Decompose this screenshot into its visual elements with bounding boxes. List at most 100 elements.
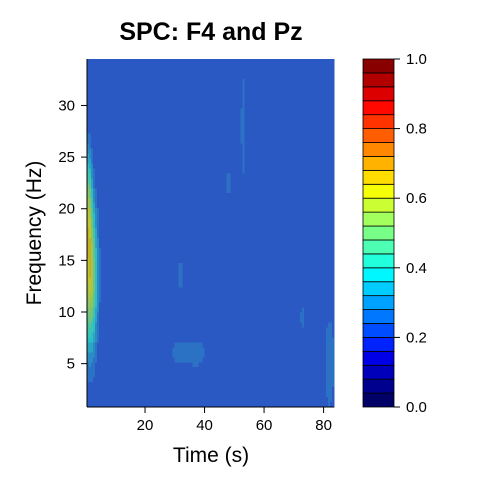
heatmap-cell bbox=[106, 168, 110, 174]
heatmap-cell bbox=[184, 188, 187, 194]
heatmap-cell bbox=[130, 148, 134, 154]
heatmap-cell bbox=[224, 83, 227, 90]
heatmap-cell bbox=[330, 183, 333, 189]
heatmap-cell bbox=[292, 88, 295, 95]
heatmap-cell bbox=[258, 143, 261, 149]
heatmap-cell bbox=[310, 138, 313, 144]
heatmap-cell bbox=[242, 213, 245, 219]
heatmap-cell bbox=[328, 103, 331, 110]
heatmap-cell bbox=[192, 208, 195, 214]
heatmap-cell bbox=[260, 98, 263, 105]
heatmap-cell bbox=[332, 158, 335, 164]
heatmap-cell bbox=[304, 128, 307, 134]
heatmap-cell bbox=[128, 218, 132, 224]
heatmap-cell bbox=[100, 173, 104, 179]
heatmap-cell bbox=[262, 59, 265, 65]
heatmap-cell bbox=[154, 98, 158, 105]
heatmap-cell bbox=[130, 88, 134, 95]
heatmap-cell bbox=[196, 208, 199, 214]
heatmap-cell bbox=[164, 83, 168, 90]
heatmap-cell bbox=[308, 193, 311, 199]
heatmap-cell bbox=[236, 133, 239, 139]
heatmap-cell bbox=[176, 133, 180, 139]
heatmap-cell bbox=[242, 223, 245, 229]
heatmap-cell bbox=[206, 63, 209, 70]
heatmap-cell bbox=[170, 178, 174, 184]
heatmap-cell bbox=[182, 148, 185, 154]
heatmap-cell bbox=[206, 228, 209, 234]
heatmap-cell bbox=[270, 178, 273, 184]
heatmap-cell bbox=[100, 108, 104, 115]
heatmap-cell bbox=[314, 133, 317, 139]
heatmap-cell bbox=[284, 108, 287, 115]
heatmap-cell bbox=[150, 133, 154, 139]
heatmap-cell bbox=[284, 208, 287, 214]
heatmap-cell bbox=[140, 148, 144, 154]
heatmap-cell bbox=[112, 252, 116, 259]
heatmap-cell bbox=[248, 242, 251, 249]
heatmap-cell bbox=[318, 133, 321, 139]
heatmap-cell bbox=[138, 218, 142, 224]
heatmap-cell bbox=[328, 73, 331, 80]
heatmap-cell bbox=[232, 208, 235, 214]
heatmap-cell bbox=[314, 228, 317, 234]
heatmap-cell bbox=[146, 78, 150, 85]
heatmap-cell bbox=[132, 113, 136, 120]
heatmap-cell bbox=[310, 148, 313, 154]
heatmap-cell bbox=[96, 78, 100, 85]
heatmap-cell bbox=[202, 183, 205, 189]
heatmap-cell bbox=[158, 188, 162, 194]
heatmap-cell bbox=[180, 178, 184, 184]
heatmap-cell bbox=[302, 168, 305, 174]
heatmap-cell bbox=[290, 108, 293, 115]
heatmap-cell bbox=[278, 203, 281, 209]
heatmap-cell bbox=[266, 98, 269, 105]
heatmap-cell bbox=[242, 148, 245, 154]
heatmap-cell bbox=[242, 188, 245, 194]
heatmap-cell bbox=[188, 213, 191, 219]
heatmap-cell bbox=[182, 198, 185, 204]
heatmap-cell bbox=[318, 228, 321, 234]
heatmap-cell bbox=[242, 63, 245, 70]
heatmap-cell bbox=[142, 63, 146, 70]
heatmap-cell bbox=[144, 133, 148, 139]
heatmap-cell bbox=[98, 68, 102, 75]
heatmap-cell bbox=[268, 218, 271, 224]
heatmap-cell bbox=[284, 173, 287, 179]
heatmap-cell bbox=[216, 73, 219, 80]
heatmap-cell bbox=[128, 68, 132, 75]
heatmap-cell bbox=[276, 208, 279, 214]
heatmap-cell bbox=[166, 198, 170, 204]
heatmap-cell bbox=[120, 133, 124, 139]
heatmap-cell bbox=[87, 252, 90, 259]
heatmap-cell bbox=[224, 118, 227, 125]
heatmap-cell bbox=[240, 173, 243, 179]
heatmap-cell bbox=[272, 148, 275, 154]
heatmap-cell bbox=[204, 113, 207, 120]
heatmap-cell bbox=[280, 178, 283, 184]
heatmap-cell bbox=[220, 168, 223, 174]
heatmap-cell bbox=[264, 88, 267, 95]
heatmap-cell bbox=[232, 118, 235, 125]
heatmap-cell bbox=[104, 193, 108, 199]
heatmap-cell bbox=[272, 247, 275, 254]
heatmap-cell bbox=[96, 113, 100, 120]
heatmap-cell bbox=[154, 173, 158, 179]
heatmap-cell bbox=[274, 143, 277, 149]
heatmap-cell bbox=[318, 213, 321, 219]
heatmap-cell bbox=[170, 183, 174, 189]
heatmap-cell bbox=[160, 59, 164, 65]
heatmap-cell bbox=[322, 247, 325, 254]
heatmap-cell bbox=[166, 223, 170, 229]
heatmap-cell bbox=[310, 193, 313, 199]
heatmap-cell bbox=[288, 93, 291, 100]
heatmap-cell bbox=[140, 73, 144, 80]
heatmap-cell bbox=[302, 237, 305, 244]
heatmap-cell bbox=[216, 78, 219, 85]
heatmap-cell bbox=[282, 183, 285, 189]
heatmap-cell bbox=[284, 93, 287, 100]
heatmap-cell bbox=[244, 183, 247, 189]
heatmap-cell bbox=[318, 63, 321, 70]
heatmap-cell bbox=[310, 108, 313, 115]
heatmap-cell bbox=[280, 247, 283, 254]
